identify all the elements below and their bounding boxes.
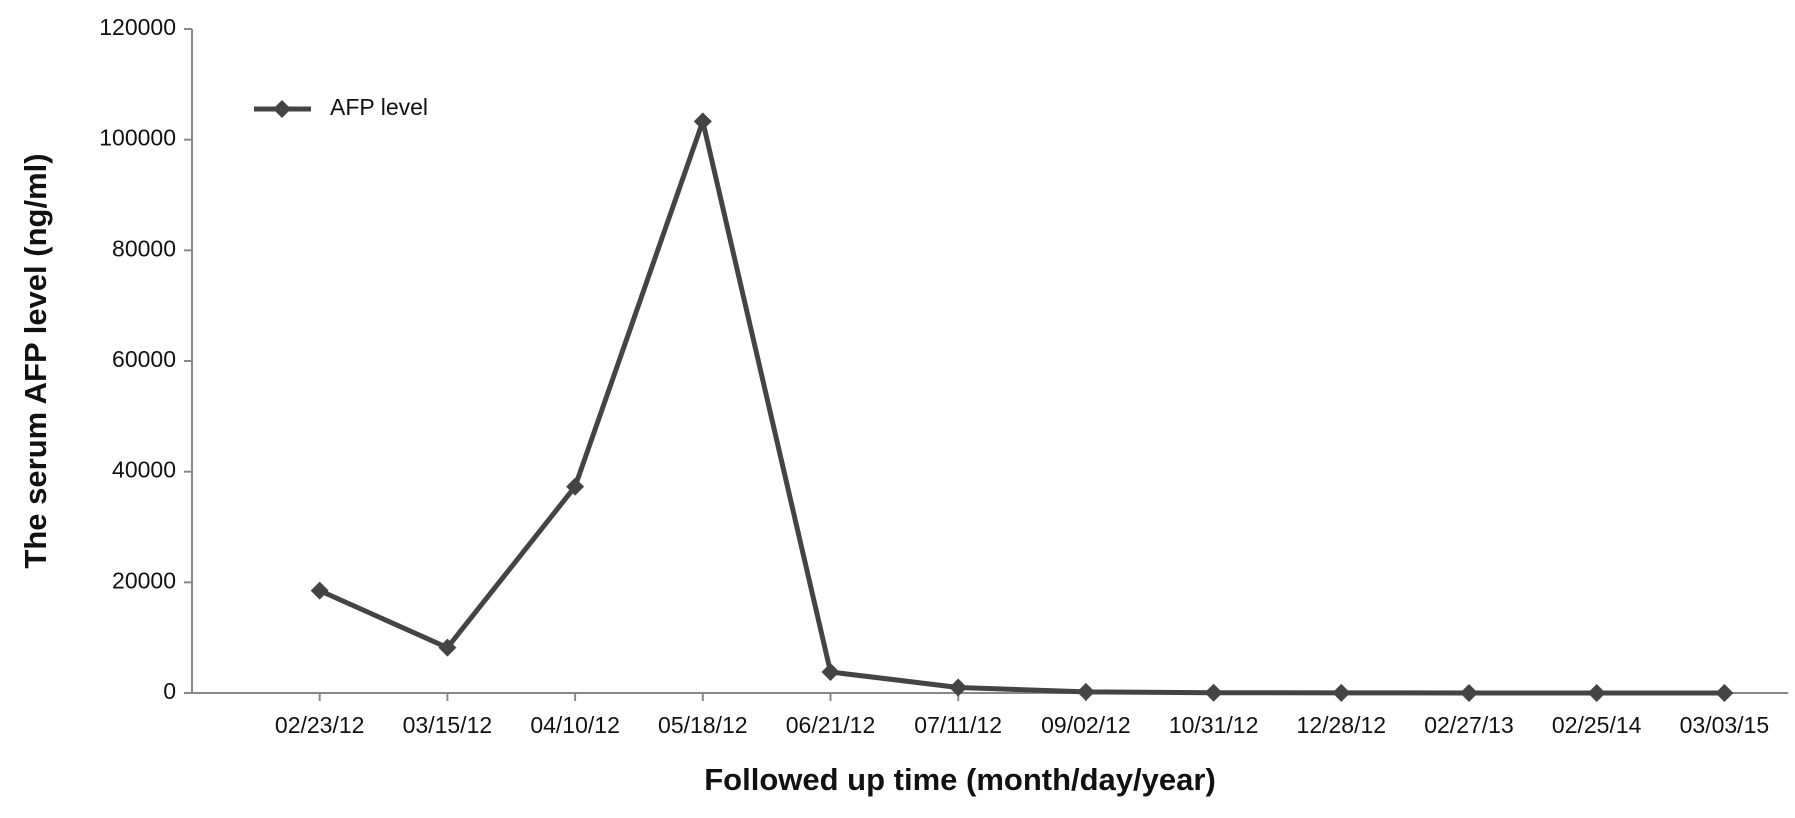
x-axis-title: Followed up time (month/day/year) — [704, 762, 1216, 797]
y-tick-label: 60000 — [112, 346, 176, 372]
x-tick-label: 03/15/12 — [403, 712, 493, 738]
data-point — [1587, 683, 1606, 702]
data-point — [1715, 683, 1734, 702]
y-tick-label: 0 — [163, 678, 176, 704]
legend-marker — [273, 100, 291, 118]
data-line — [318, 118, 1725, 696]
x-tick-label: 12/28/12 — [1297, 712, 1387, 738]
data-point — [1460, 683, 1478, 702]
y-axis-title: The serum AFP level (ng/ml) — [18, 153, 53, 568]
data-point — [566, 477, 585, 496]
y-tick-label: 40000 — [112, 457, 176, 483]
data-point — [438, 638, 457, 657]
data-point — [1204, 683, 1223, 702]
x-tick-label: 04/10/12 — [530, 712, 620, 738]
data-point — [693, 112, 712, 131]
legend-label: AFP level — [330, 94, 428, 120]
data-point — [310, 581, 329, 600]
x-tick-label: 05/18/12 — [658, 712, 748, 738]
y-tick-label: 80000 — [112, 235, 176, 261]
x-tick-label: 03/03/15 — [1680, 712, 1770, 738]
x-tick-label: 02/25/14 — [1552, 712, 1642, 738]
y-tick-label: 100000 — [99, 125, 176, 151]
data-point — [1332, 683, 1351, 702]
data-point — [821, 662, 840, 681]
x-tick-label: 06/21/12 — [786, 712, 876, 738]
y-tick-label: 20000 — [112, 567, 176, 593]
data-point — [949, 678, 968, 697]
x-tick-label: 07/11/12 — [914, 712, 1002, 738]
x-tick-label: 10/31/12 — [1169, 712, 1259, 738]
x-tick-label: 02/27/13 — [1424, 712, 1514, 738]
data-point — [1076, 682, 1095, 701]
y-tick-label: 120000 — [99, 14, 176, 40]
x-tick-label: 02/23/12 — [275, 712, 365, 738]
x-tick-label: 09/02/12 — [1041, 712, 1131, 738]
